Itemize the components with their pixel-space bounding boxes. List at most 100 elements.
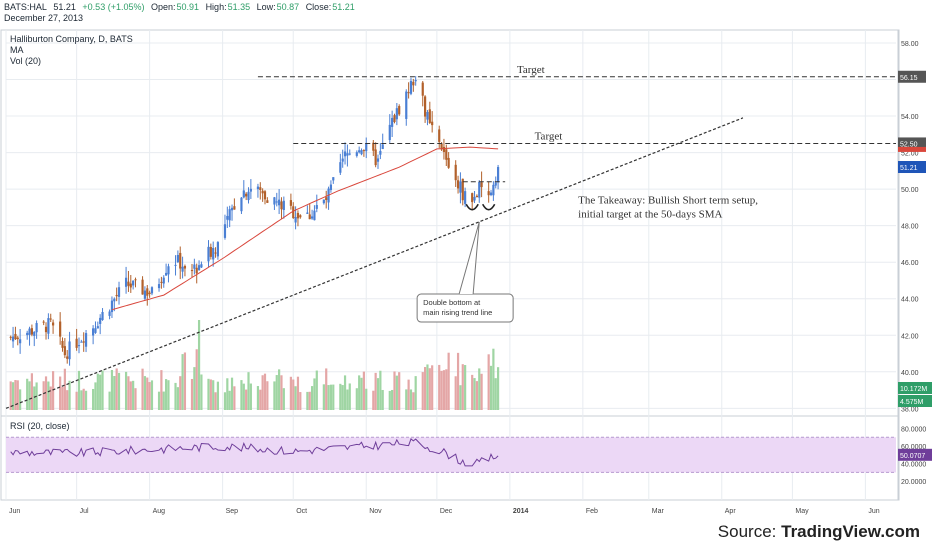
time-tick-label: Sep — [226, 508, 239, 515]
volume-bar — [47, 381, 50, 410]
candle-body — [278, 199, 281, 206]
volume-bar — [296, 376, 300, 410]
candle-body — [183, 265, 187, 269]
volume-bar — [195, 349, 198, 410]
candle-body — [82, 341, 85, 343]
volume-bar — [132, 380, 135, 410]
volume-bar — [190, 378, 194, 410]
volume-bar — [339, 383, 342, 410]
volume-bar — [223, 392, 227, 410]
time-tick-label: Jun — [9, 508, 20, 515]
candle-body — [174, 264, 177, 266]
volume-bar — [28, 381, 31, 410]
candle-body — [129, 283, 132, 288]
volume-bar — [289, 376, 292, 410]
volume-bar — [480, 373, 483, 410]
volume-bar — [372, 390, 375, 410]
volume-bar — [487, 354, 490, 410]
candle-body — [157, 284, 161, 289]
volume-bar — [454, 376, 457, 410]
candle-body — [365, 143, 368, 152]
volume-bar — [494, 378, 497, 410]
volume-bar — [398, 372, 401, 410]
volume-bar — [282, 388, 285, 410]
target-axis-value: 52.50 — [900, 141, 918, 148]
target-label: Target — [535, 130, 563, 142]
last-price-label: 51.21 — [53, 2, 76, 12]
candle-body — [412, 81, 415, 86]
candle-body — [245, 193, 248, 197]
volume-bar — [332, 384, 335, 410]
volume-bar — [409, 389, 413, 410]
volume-bar — [327, 385, 330, 410]
high-key: High: — [205, 2, 227, 12]
candle-body — [108, 311, 111, 316]
volume-bar — [216, 381, 220, 410]
volume-legend[interactable]: Vol (20) — [10, 56, 42, 66]
candle-body — [226, 215, 229, 220]
candle-body — [487, 191, 490, 196]
source-credit[interactable]: Source: TradingView.com — [718, 522, 920, 542]
volume-bar — [343, 375, 347, 410]
candle-body — [329, 184, 333, 191]
ma-legend[interactable]: MA — [10, 45, 24, 55]
candle-body — [346, 153, 349, 156]
candle-body — [376, 158, 380, 162]
price-tick-label: 46.00 — [901, 260, 919, 267]
volume-bar — [315, 370, 318, 410]
volume-bar — [179, 376, 182, 410]
volume-bar — [233, 386, 236, 410]
candle-body — [478, 182, 481, 198]
volume-bar — [160, 370, 163, 410]
volume-bar — [376, 378, 380, 410]
volume-bar — [240, 380, 243, 410]
time-tick-label: Apr — [725, 508, 737, 515]
candle-body — [471, 193, 474, 203]
candle-body — [176, 254, 179, 263]
price-tick-label: 42.00 — [901, 333, 919, 340]
candle-body — [216, 242, 220, 257]
candle-body — [207, 246, 210, 262]
rsi-legend[interactable]: RSI (20, close) — [10, 421, 70, 431]
candle-body — [77, 345, 81, 347]
volume-bar — [329, 384, 333, 410]
candle-body — [447, 157, 450, 168]
time-tick-label: Oct — [296, 508, 307, 515]
candle-body — [426, 112, 429, 120]
ma-axis-badge — [898, 146, 926, 152]
volume-bar — [110, 369, 114, 410]
candle-body — [445, 149, 448, 160]
volume-bar — [193, 367, 196, 410]
volume-bar — [66, 390, 69, 410]
candle-body — [391, 117, 394, 127]
volume-bar — [141, 368, 144, 410]
candle-body — [51, 322, 55, 326]
candle-body — [362, 150, 365, 152]
volume-bar — [259, 389, 262, 410]
candle-body — [132, 280, 135, 286]
candle-body — [30, 328, 33, 335]
candle-body — [473, 196, 476, 201]
volume-bar — [124, 371, 128, 410]
volume-bar — [424, 367, 427, 410]
candle-body — [475, 195, 478, 198]
candle-body — [424, 96, 427, 117]
candle-body — [379, 150, 382, 155]
candle-body — [296, 212, 300, 219]
candle-body — [461, 178, 464, 201]
candle-body — [489, 192, 493, 196]
candle-body — [214, 252, 217, 254]
candle-body — [325, 197, 328, 200]
volume-bar — [440, 370, 443, 410]
volume-bar — [183, 352, 187, 410]
volume-bar — [162, 391, 165, 410]
candle-body — [96, 326, 99, 329]
candle-body — [143, 290, 147, 299]
candle-body — [146, 288, 149, 296]
candle-body — [407, 92, 410, 94]
candle-body — [162, 277, 165, 284]
volume-bar — [365, 388, 368, 410]
volume-bar — [428, 368, 431, 410]
volume-bar — [478, 368, 481, 410]
